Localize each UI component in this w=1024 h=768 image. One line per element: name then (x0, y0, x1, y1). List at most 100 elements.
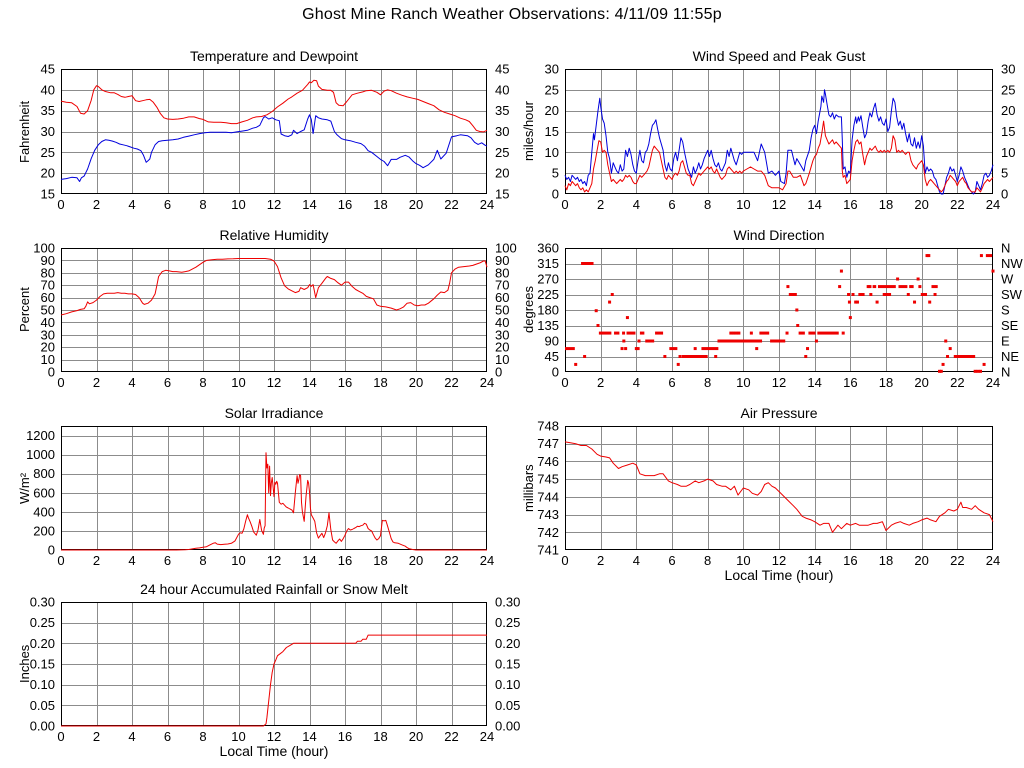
svg-text:24: 24 (986, 197, 1000, 212)
svg-text:40: 40 (41, 82, 55, 97)
svg-text:2: 2 (597, 197, 604, 212)
svg-text:2: 2 (93, 729, 100, 744)
svg-text:NW: NW (1001, 256, 1023, 271)
svg-text:50: 50 (41, 303, 55, 318)
chart-title: Temperature and Dewpoint (189, 48, 359, 64)
svg-text:45: 45 (495, 62, 509, 77)
svg-text:100: 100 (33, 241, 55, 256)
chart-relative-humidity: Relative Humidity Percent 0 2 4 6 8 10 12 14 16 1… (0, 219, 517, 419)
svg-text:0: 0 (561, 375, 568, 390)
svg-text:20: 20 (495, 166, 509, 181)
svg-text:SE: SE (1001, 318, 1019, 333)
svg-text:40: 40 (495, 315, 509, 330)
svg-text:748: 748 (537, 419, 559, 434)
chart-title: Wind Direction (733, 227, 825, 243)
svg-text:10: 10 (736, 553, 750, 568)
page-title: Ghost Mine Ranch Weather Observations: 4… (302, 6, 722, 23)
svg-text:20: 20 (914, 197, 928, 212)
svg-text:18: 18 (879, 197, 893, 212)
svg-text:20: 20 (409, 197, 423, 212)
svg-text:10: 10 (41, 352, 55, 367)
x-axis-label: Local Time (hour) (724, 567, 834, 583)
svg-text:0.00: 0.00 (495, 719, 520, 734)
svg-text:12: 12 (772, 197, 786, 212)
svg-text:15: 15 (1001, 124, 1015, 139)
plot-area: 0 2 4 6 8 10 12 14 16 18 20 22 240200400600800100012… (26, 426, 494, 568)
svg-text:22: 22 (950, 553, 964, 568)
svg-text:0: 0 (561, 197, 568, 212)
svg-text:0.20: 0.20 (30, 636, 55, 651)
svg-text:135: 135 (537, 318, 559, 333)
svg-text:0.30: 0.30 (30, 595, 55, 610)
svg-text:10: 10 (545, 145, 559, 160)
svg-text:22: 22 (950, 197, 964, 212)
svg-text:14: 14 (807, 375, 821, 390)
svg-text:35: 35 (495, 103, 509, 118)
chart-solar-irradiance: Solar Irradiance W/m² 0 2 4 6 8 10 12 14 16 18 20 2… (0, 397, 512, 597)
svg-text:4: 4 (128, 729, 135, 744)
svg-text:16: 16 (843, 553, 857, 568)
svg-text:0.30: 0.30 (495, 595, 520, 610)
svg-text:35: 35 (41, 103, 55, 118)
svg-text:0.00: 0.00 (30, 719, 55, 734)
svg-text:18: 18 (373, 375, 387, 390)
svg-text:12: 12 (267, 729, 281, 744)
svg-text:10: 10 (231, 197, 245, 212)
svg-text:18: 18 (373, 197, 387, 212)
svg-text:16: 16 (843, 197, 857, 212)
svg-text:14: 14 (302, 729, 316, 744)
svg-text:12: 12 (267, 197, 281, 212)
svg-text:14: 14 (302, 553, 316, 568)
svg-text:24: 24 (480, 553, 494, 568)
svg-text:0: 0 (552, 365, 559, 380)
chart-title: Air Pressure (740, 405, 818, 421)
svg-text:20: 20 (41, 166, 55, 181)
svg-text:30: 30 (41, 327, 55, 342)
plot-area: 0 2 4 6 8 10 12 14 16 18 20 22 240102030405060708090… (33, 241, 516, 391)
svg-text:10: 10 (495, 352, 509, 367)
chart-air-pressure: Air Pressure millibars 0 2 4 6 8 10 12 14 16 18 20… (512, 397, 1024, 597)
svg-text:16: 16 (338, 197, 352, 212)
svg-text:16: 16 (338, 375, 352, 390)
svg-text:45: 45 (41, 62, 55, 77)
svg-text:30: 30 (495, 124, 509, 139)
svg-text:2: 2 (93, 375, 100, 390)
svg-text:6: 6 (668, 375, 675, 390)
svg-text:20: 20 (409, 553, 423, 568)
svg-text:0: 0 (495, 365, 502, 380)
svg-text:30: 30 (495, 327, 509, 342)
svg-text:5: 5 (1001, 166, 1008, 181)
svg-text:22: 22 (444, 553, 458, 568)
svg-text:741: 741 (537, 543, 559, 558)
svg-text:8: 8 (704, 197, 711, 212)
svg-text:0.25: 0.25 (30, 615, 55, 630)
svg-text:10: 10 (231, 553, 245, 568)
svg-text:8: 8 (704, 375, 711, 390)
svg-text:E: E (1001, 334, 1010, 349)
svg-text:8: 8 (199, 375, 206, 390)
svg-text:22: 22 (444, 375, 458, 390)
svg-text:0: 0 (561, 553, 568, 568)
svg-text:25: 25 (41, 145, 55, 160)
svg-text:8: 8 (199, 729, 206, 744)
svg-text:4: 4 (128, 197, 135, 212)
svg-text:20: 20 (409, 729, 423, 744)
svg-text:4: 4 (128, 375, 135, 390)
svg-text:6: 6 (164, 553, 171, 568)
svg-text:18: 18 (879, 553, 893, 568)
svg-text:30: 30 (1001, 62, 1015, 77)
chart-title: Wind Speed and Peak Gust (692, 48, 866, 64)
svg-text:24: 24 (986, 553, 1000, 568)
svg-text:4: 4 (633, 197, 640, 212)
svg-text:745: 745 (537, 472, 559, 487)
svg-text:100: 100 (495, 241, 517, 256)
svg-text:1200: 1200 (26, 428, 55, 443)
svg-text:1000: 1000 (26, 447, 55, 462)
chart-title: 24 hour Accumulated Rainfall or Snow Mel… (140, 581, 408, 597)
svg-text:14: 14 (807, 553, 821, 568)
svg-text:12: 12 (772, 375, 786, 390)
svg-text:0: 0 (57, 553, 64, 568)
svg-text:25: 25 (545, 82, 559, 97)
